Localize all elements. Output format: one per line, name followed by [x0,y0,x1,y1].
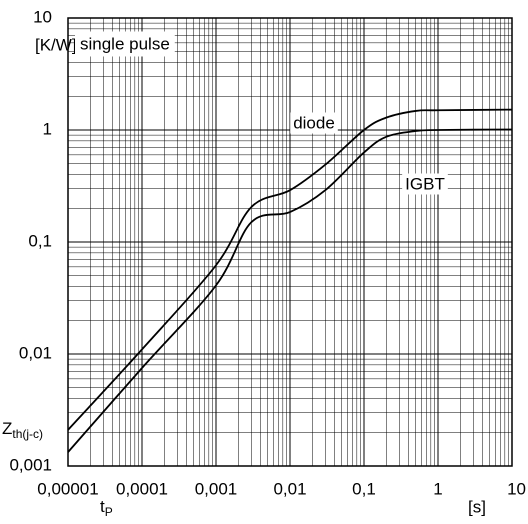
x-tick-label: 10 [507,479,526,498]
y-tick-label: 0,001 [9,455,52,474]
x-label: tP [100,497,113,519]
y-unit: [K/W] [35,35,77,54]
y-tick-label: 0,1 [28,231,52,250]
y-label-main: Z [2,419,12,438]
series-label-bg [402,173,448,195]
y-label: Zth(j-c) [2,419,43,441]
annotation: single pulse [80,34,170,53]
x-tick-label: 0,0001 [116,479,168,498]
x-label-main: t [100,497,105,516]
annotation-group: single pulse [75,31,175,57]
y-tick-label: 1 [43,119,52,138]
x-label-sub: P [105,505,113,519]
series-label-bg [290,112,338,134]
series-line [67,128,513,453]
x-tick-label: 0,00001 [37,479,98,498]
y-label-sub: th(j-c) [12,427,43,441]
x-tick-label: 0,01 [273,479,306,498]
series-line [67,108,513,431]
x-unit: [s] [468,497,486,516]
plot-frame [67,17,513,467]
y-tick-label: 0,01 [19,343,52,362]
y-tick-label: 10 [33,7,52,26]
series-label: IGBT [405,174,445,193]
series-label: diode [293,113,335,132]
series-label-group: diode [290,112,338,134]
x-tick-label: 1 [433,479,442,498]
annotation-bg [75,31,175,57]
series-label-group: IGBT [402,173,448,195]
x-tick-label: 0,1 [352,479,376,498]
x-tick-label: 0,001 [195,479,238,498]
